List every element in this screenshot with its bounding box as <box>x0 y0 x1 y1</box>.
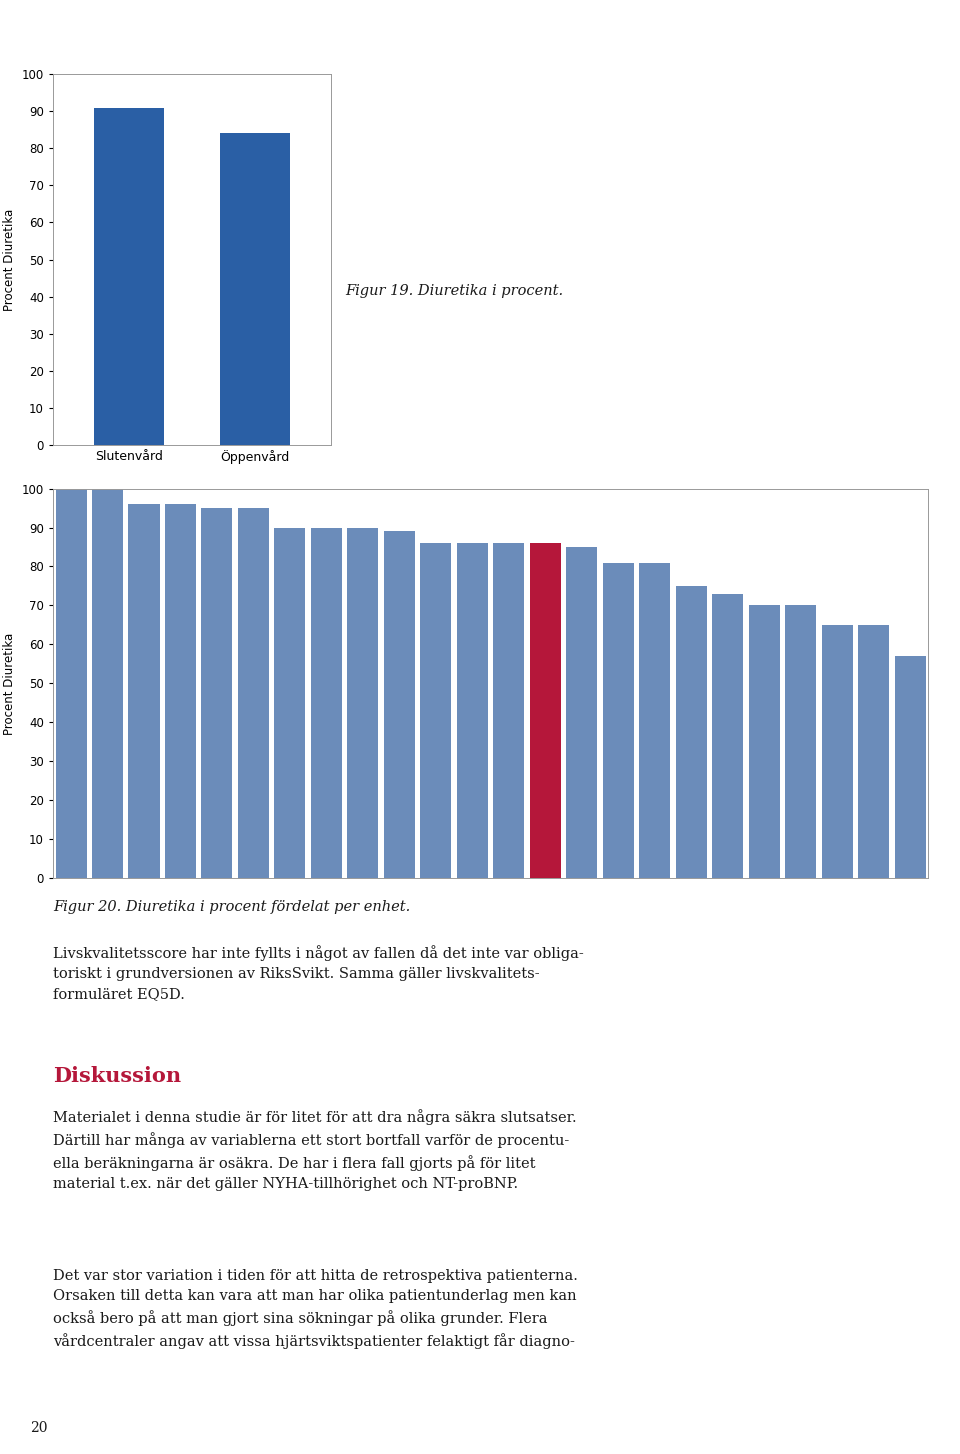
Y-axis label: Procent Diuretika: Procent Diuretika <box>3 632 16 734</box>
Text: Materialet i denna studie är för litet för att dra några säkra slutsatser.
Därti: Materialet i denna studie är för litet f… <box>53 1109 576 1191</box>
Bar <box>749 605 780 878</box>
Bar <box>493 544 524 878</box>
Bar <box>858 625 889 878</box>
Text: Livskvalitetsscore har inte fyllts i något av fallen då det inte var obliga-
tor: Livskvalitetsscore har inte fyllts i någ… <box>53 945 584 1000</box>
Bar <box>384 531 415 878</box>
Text: Svikt: Svikt <box>841 16 873 26</box>
Bar <box>92 484 123 878</box>
Bar <box>165 505 196 878</box>
Bar <box>712 593 743 878</box>
Bar <box>348 528 378 878</box>
Text: Diskussion: Diskussion <box>53 1066 180 1086</box>
Text: Figur 19. Diuretika i procent.: Figur 19. Diuretika i procent. <box>346 284 564 298</box>
Bar <box>238 507 269 878</box>
Bar <box>311 528 342 878</box>
Bar <box>566 547 597 878</box>
Bar <box>603 563 634 878</box>
Bar <box>822 625 852 878</box>
Bar <box>129 505 159 878</box>
Text: 20: 20 <box>30 1421 47 1435</box>
Bar <box>676 586 707 878</box>
Bar <box>530 544 561 878</box>
Bar <box>94 108 163 445</box>
Bar <box>785 605 816 878</box>
Bar <box>56 484 86 878</box>
Text: Det var stor variation i tiden för att hitta de retrospektiva patienterna.
Orsak: Det var stor variation i tiden för att h… <box>53 1269 578 1349</box>
Bar <box>202 507 232 878</box>
Bar <box>275 528 305 878</box>
Y-axis label: Procent Diuretika: Procent Diuretika <box>3 208 16 311</box>
Bar <box>895 656 925 878</box>
Text: Q: Q <box>855 49 879 77</box>
Bar <box>221 134 290 445</box>
Bar <box>639 563 670 878</box>
Bar <box>457 544 488 878</box>
Bar <box>420 544 451 878</box>
Text: Figur 20. Diuretika i procent fördelat per enhet.: Figur 20. Diuretika i procent fördelat p… <box>53 900 410 915</box>
